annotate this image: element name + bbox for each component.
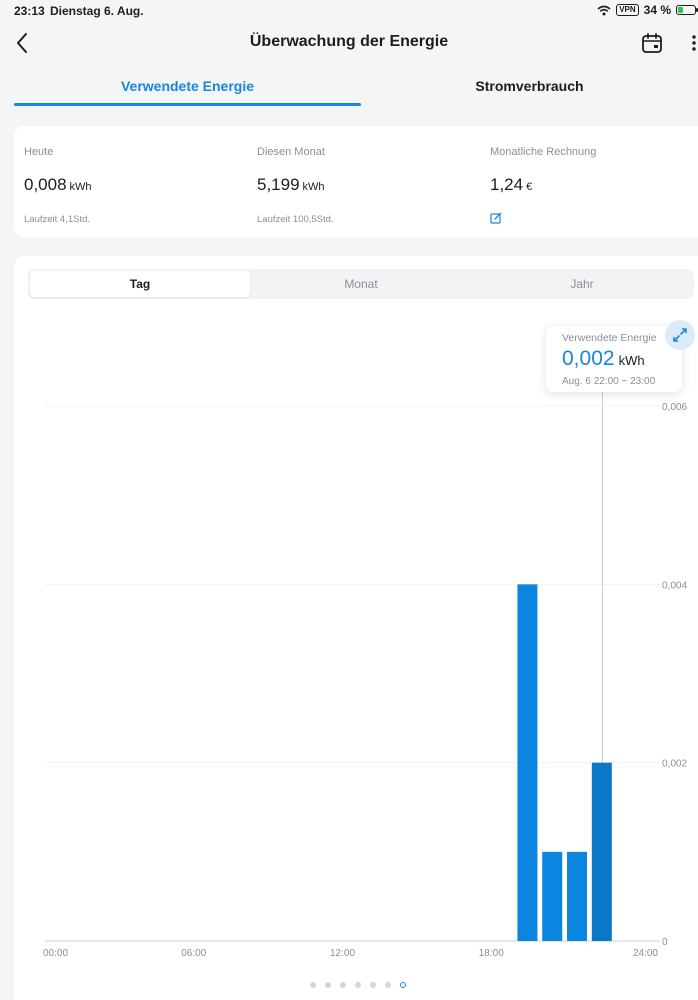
- wifi-icon: [597, 5, 611, 15]
- stat-bill: Monatliche Rechnung 1,24 €: [480, 126, 698, 237]
- battery-percent: 34 %: [643, 3, 671, 17]
- tooltip-unit: kWh: [618, 353, 645, 368]
- period-tab-day[interactable]: Tag: [30, 271, 250, 297]
- stat-month-label: Diesen Monat: [257, 146, 325, 158]
- stat-bill-unit: €: [526, 181, 533, 193]
- stat-today-label: Heute: [24, 146, 54, 158]
- expand-icon: [673, 328, 687, 342]
- stat-month: Diesen Monat 5,199 kWh Laufzeit 100,5Std.: [247, 126, 479, 237]
- x-tick-label: 06:00: [181, 948, 206, 959]
- status-date: Dienstag 6. Aug.: [50, 4, 144, 18]
- chart-bar[interactable]: [542, 851, 563, 941]
- stat-month-number: 5,199: [257, 175, 300, 194]
- page-dot[interactable]: [310, 982, 316, 988]
- battery-icon: [676, 5, 698, 15]
- period-tab-month[interactable]: Monat: [344, 277, 378, 291]
- period-tab-year[interactable]: Jahr: [570, 277, 594, 291]
- page-dot[interactable]: [400, 982, 406, 988]
- status-bar: 23:13 Dienstag 6. Aug. VPN 34 %: [0, 0, 698, 22]
- stat-today: Heute 0,008 kWh Laufzeit 4,1Std.: [14, 126, 246, 237]
- tooltip-time-range: Aug. 6 22:00 ~ 23:00: [562, 376, 656, 387]
- tooltip-value: 0,002 kWh: [562, 347, 645, 371]
- chart-bar[interactable]: [517, 584, 538, 941]
- stats-card: Heute 0,008 kWh Laufzeit 4,1Std. Diesen M…: [14, 126, 698, 237]
- page-dot[interactable]: [340, 982, 346, 988]
- y-tick-label: 0,002: [662, 759, 687, 770]
- y-tick-label: 0,004: [662, 580, 687, 591]
- edit-icon[interactable]: [490, 212, 502, 224]
- active-tab-indicator: [14, 103, 361, 106]
- vpn-badge: VPN: [616, 4, 639, 16]
- x-tick-label: 24:00: [633, 948, 658, 959]
- tab-used-energy[interactable]: Verwendete Energie: [120, 78, 255, 94]
- stat-today-number: 0,008: [24, 175, 67, 194]
- chart-bar[interactable]: [591, 762, 612, 941]
- page-dot[interactable]: [385, 982, 391, 988]
- y-tick-label: 0,006: [662, 402, 687, 413]
- more-vertical-icon: [692, 35, 696, 51]
- page-dot[interactable]: [325, 982, 331, 988]
- page-title: Überwachung der Energie: [249, 33, 449, 50]
- x-tick-label: 18:00: [479, 948, 504, 959]
- tab-power-consumption[interactable]: Stromverbrauch: [475, 78, 584, 94]
- more-button[interactable]: [686, 31, 698, 55]
- stat-today-runtime: Laufzeit 4,1Std.: [24, 214, 91, 225]
- stat-today-value: 0,008 kWh: [24, 175, 92, 195]
- page-dot[interactable]: [355, 982, 361, 988]
- chart-tooltip: Verwendete Energie 0,002 kWh Aug. 6 22:00…: [546, 326, 682, 392]
- stat-month-runtime: Laufzeit 100,5Std.: [257, 214, 334, 225]
- stat-today-unit: kWh: [69, 181, 92, 193]
- stat-month-value: 5,199 kWh: [257, 175, 325, 195]
- calendar-icon: [642, 33, 662, 53]
- stat-bill-label: Monatliche Rechnung: [490, 146, 597, 158]
- period-selector: Tag Monat Jahr: [28, 269, 694, 299]
- fullscreen-button[interactable]: [665, 320, 695, 350]
- stat-bill-number: 1,24: [490, 175, 524, 194]
- tooltip-label: Verwendete Energie: [562, 332, 657, 344]
- page-indicator: [310, 982, 406, 988]
- y-tick-label: 0: [662, 937, 668, 948]
- tooltip-number: 0,002: [562, 347, 615, 370]
- calendar-button[interactable]: [640, 31, 664, 55]
- stat-month-unit: kWh: [302, 181, 325, 193]
- status-indicators: VPN 34 %: [597, 3, 698, 17]
- chart-bar[interactable]: [567, 851, 588, 941]
- chevron-left-icon: [17, 33, 27, 53]
- x-tick-label: 12:00: [330, 948, 355, 959]
- back-button[interactable]: [8, 28, 38, 58]
- x-tick-label: 00:00: [43, 948, 68, 959]
- stat-bill-value: 1,24 €: [490, 175, 532, 195]
- page-dot[interactable]: [370, 982, 376, 988]
- status-time: 23:13: [14, 4, 45, 18]
